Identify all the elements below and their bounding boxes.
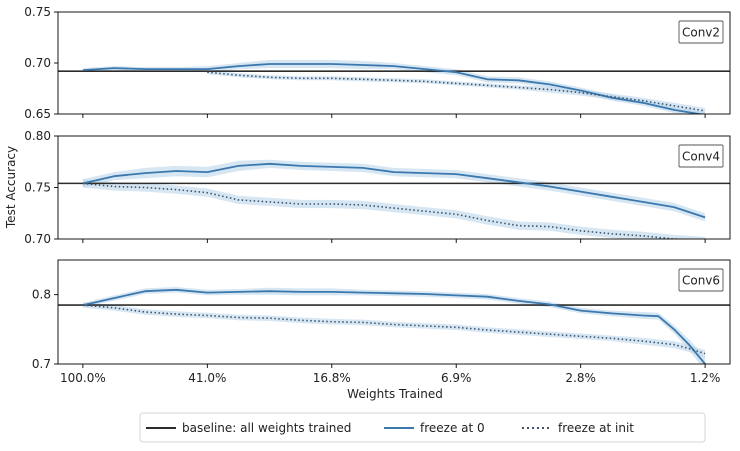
series-freeze-init-conv6 — [82, 304, 706, 355]
panels: 0.65 0.70 0.75 Conv2 0.70 0.75 0.80 Conv4 0.7 0.8… — [24, 5, 731, 371]
legend-label-baseline: baseline: all weights trained — [182, 421, 351, 435]
panel-frame-conv6 — [57, 259, 731, 365]
panel-data-conv2 — [58, 59, 730, 114]
legend-frame — [139, 412, 706, 443]
panel-label-conv6: Conv6 — [682, 274, 720, 288]
x-tick-label-3: 6.9% — [441, 371, 472, 385]
x-tick-label-4: 2.8% — [565, 371, 596, 385]
panel-conv2: 0.65 0.70 0.75 Conv2 — [24, 5, 731, 121]
x-tick-label-5: 1.2% — [690, 371, 721, 385]
y-tick-label-conv4-2: 0.80 — [24, 129, 51, 143]
y-tick-label-conv4-0: 0.70 — [24, 232, 51, 246]
y-tick-label-conv6-1: 0.8 — [32, 288, 51, 302]
panel-label-conv2: Conv2 — [682, 26, 720, 40]
x-tick-label-0: 100.0% — [60, 371, 106, 385]
x-tick-label-2: 16.8% — [313, 371, 351, 385]
y-tick-label-conv2-1: 0.70 — [24, 56, 51, 70]
panel-data-conv6 — [58, 287, 730, 364]
y-tick-label-conv6-0: 0.7 — [32, 357, 51, 371]
y-axis-label: Test Accuracy — [4, 146, 18, 229]
panel-data-conv4 — [58, 159, 730, 239]
x-axis-label: Weights Trained — [347, 387, 443, 401]
y-tick-label-conv4-1: 0.75 — [24, 181, 51, 195]
series-freeze-zero-conv2 — [82, 63, 705, 114]
panel-label-box-conv6 — [678, 268, 724, 292]
band-freeze-zero-conv6 — [82, 287, 706, 364]
x-tick-label-1: 41.0% — [188, 371, 226, 385]
band-freeze-init-conv4 — [82, 179, 706, 239]
panel-conv6: 0.7 0.8 Conv6 — [32, 259, 731, 371]
panel-label-box-conv2 — [678, 20, 724, 44]
y-tick-label-conv2-2: 0.75 — [24, 5, 51, 19]
legend-label-freeze-zero: freeze at 0 — [420, 421, 485, 435]
band-freeze-init-conv6 — [82, 302, 706, 358]
band-freeze-init-conv2 — [207, 70, 706, 114]
legend: baseline: all weights trained freeze at … — [139, 412, 706, 443]
legend-label-freeze-init: freeze at init — [558, 421, 634, 435]
panel-label-box-conv4 — [678, 144, 724, 168]
series-freeze-zero-conv6 — [82, 288, 706, 364]
x-axis-ticks: 100.0% 41.0% 16.8% 6.9% 2.8% 1.2% — [60, 371, 720, 385]
panel-label-conv4: Conv4 — [682, 150, 720, 164]
series-freeze-zero-conv4 — [82, 162, 706, 219]
series-freeze-init-conv2 — [207, 71, 706, 112]
y-tick-label-conv2-0: 0.65 — [24, 107, 51, 121]
series-freeze-init-conv4 — [82, 182, 686, 239]
panel-conv4: 0.70 0.75 0.80 Conv4 — [24, 129, 731, 246]
